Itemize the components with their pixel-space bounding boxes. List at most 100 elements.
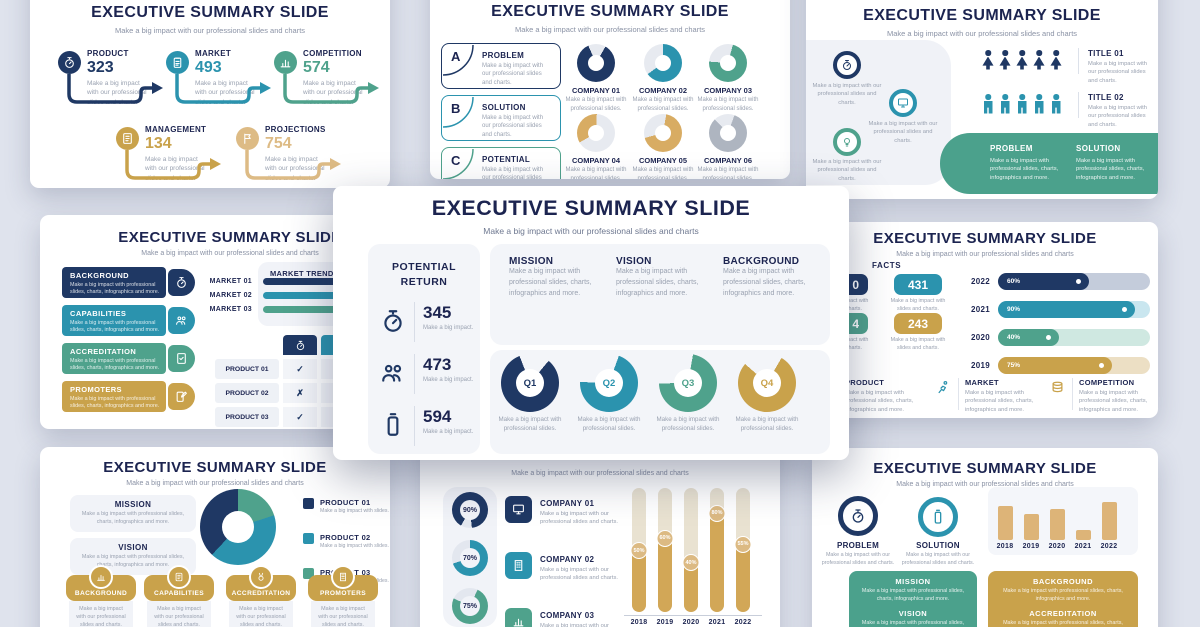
q2-donut: Q2 <box>580 354 638 412</box>
progress-bar: 40% <box>998 329 1150 346</box>
slide-subtitle: Make a big impact with our professional … <box>514 25 706 34</box>
legend-body: Make a big impact with slides. <box>320 543 389 549</box>
box-title: BACKGROUND <box>70 271 129 280</box>
divider <box>958 378 959 410</box>
panel-section-title: MISSION <box>895 577 931 586</box>
axis-year: 2018 <box>996 543 1014 550</box>
box-capabilities: CAPABILITIES Make a big impact with profe… <box>62 305 166 336</box>
company-01-donut <box>577 44 615 82</box>
tab-promoters: PROMOTERS Make a big impact with our pro… <box>308 565 378 627</box>
company-03-donut <box>709 44 747 82</box>
box-promoters: PROMOTERS Make a big impact with professi… <box>62 381 166 412</box>
company-body: Make a big impact with professional slid… <box>697 97 759 112</box>
person-icon <box>982 94 994 114</box>
products-donut-chart <box>200 489 276 565</box>
q4-donut: Q4 <box>738 354 796 412</box>
company-body: Make a big impact with our professional … <box>540 567 618 582</box>
axis-year: 2019 <box>1022 543 1040 550</box>
stopwatch-icon <box>58 51 81 74</box>
company-body: Make a big impact with professional slid… <box>565 97 627 112</box>
check-mark: ✓ <box>283 407 317 427</box>
arrow-connector <box>175 74 271 104</box>
slide-subtitle: Make a big impact with our professional … <box>511 470 689 477</box>
column-vision: VISION Make a big impact with profession… <box>616 256 706 300</box>
corner-arc <box>442 44 474 76</box>
stopwatch-icon <box>380 308 406 334</box>
step-letter: C <box>451 153 461 168</box>
panel-section-body: Make a big impact with professional slid… <box>1003 620 1123 627</box>
company-label: COMPANY 02 <box>638 86 688 95</box>
bar-value-label: 40% <box>682 554 700 572</box>
tab-accreditation: ACCREDITATION Make a big impact with our… <box>226 565 296 627</box>
slide-subtitle: Make a big impact with our professional … <box>126 480 304 487</box>
people-icon <box>380 360 406 386</box>
company-label: COMPANY 01 <box>571 86 621 95</box>
step-title: PROBLEM <box>482 51 525 60</box>
progress-label: 60% <box>998 273 1090 290</box>
section-title: MARKET <box>965 378 999 387</box>
tab-body: Make a big impact with our professional … <box>311 601 375 627</box>
box-title: ACCREDITATION <box>70 347 137 356</box>
group-title: TITLE 01 <box>1088 49 1124 58</box>
item-value: 493 <box>195 59 222 76</box>
bar-2022: 55% <box>734 488 752 612</box>
summary-item-competition: COMPETITION 574 Make a big impact with o… <box>274 47 390 119</box>
mission-box: MISSION Make a big impact with profession… <box>70 495 196 532</box>
progress-label: 90% <box>998 301 1135 318</box>
stopwatch-icon <box>283 335 317 355</box>
feature-body: Make a big impact with our professional … <box>812 83 882 106</box>
quarter-body: Make a big impact with professional slid… <box>656 416 720 432</box>
legend-swatch <box>303 498 314 509</box>
divider <box>414 406 415 446</box>
arrow-connector <box>245 150 341 180</box>
corner-arc <box>442 96 474 128</box>
arrow-connector <box>125 150 221 180</box>
divider <box>1078 48 1079 74</box>
quarter-body: Make a big impact with professional slid… <box>498 416 562 432</box>
summary-item-management: MANAGEMENT 134 Make a big impact with ou… <box>116 123 234 188</box>
company-label: COMPANY 04 <box>571 156 621 165</box>
box-body: Make a big impact with professional slid… <box>70 319 160 333</box>
gauge-label: 90% <box>462 506 477 514</box>
stopwatch-icon <box>833 51 861 79</box>
slide-top-center: EXECUTIVE SUMMARY SLIDE Make a big impac… <box>430 0 790 179</box>
chart-icon <box>274 51 297 74</box>
section-body: Make a big impact with professional slid… <box>845 390 914 413</box>
slide-top-right: EXECUTIVE SUMMARY SLIDE Make a big impac… <box>806 0 1158 199</box>
potential-item: 345 Make a big impact. <box>380 300 480 344</box>
group-title: TITLE 02 <box>1088 93 1124 102</box>
document-icon <box>167 565 191 589</box>
gauge-70: 70% <box>452 540 488 576</box>
slide-subtitle: Make a big impact with our professional … <box>114 26 306 35</box>
step-body: Make a big impact with our professional … <box>482 167 544 179</box>
box-accreditation: ACCREDITATION Make a big impact with prof… <box>62 343 166 374</box>
document-icon <box>116 127 139 150</box>
axis-year: 2020 <box>1048 543 1066 550</box>
fact-value: 431 <box>907 277 929 292</box>
tab-background: BACKGROUND Make a big impact with our pr… <box>66 565 136 627</box>
people-icon <box>168 307 195 334</box>
step-body: Make a big impact with our professional … <box>482 115 544 138</box>
step-body: Make a big impact with our professional … <box>482 63 544 86</box>
battery-icon <box>918 497 958 537</box>
q3-donut: Q3 <box>659 354 717 412</box>
bar-year: 2019 <box>971 361 990 370</box>
step-letter: A <box>451 49 461 64</box>
company-body: Make a big impact with professional slid… <box>565 167 627 179</box>
pictogram-row-female <box>982 50 1067 75</box>
quarter-label: Q4 <box>760 377 774 389</box>
panel-section-title: ACCREDITATION <box>1029 609 1097 619</box>
item-value: 134 <box>145 135 172 152</box>
section-title: COMPETITION <box>1079 378 1135 387</box>
step-title: POTENTIAL <box>482 155 531 164</box>
tab-capabilities: CAPABILITIES Make a big impact with our … <box>144 565 214 627</box>
slide-bottom-left: EXECUTIVE SUMMARY SLIDE Make a big impac… <box>40 447 390 627</box>
legend-body: Make a big impact with slides. <box>320 508 389 514</box>
slide-title: EXECUTIVE SUMMARY SLIDE <box>873 230 1097 247</box>
panel-section-body: Make a big impact with professional slid… <box>861 588 965 602</box>
slide-title: EXECUTIVE SUMMARY SLIDE <box>103 459 327 476</box>
company-title: COMPANY 02 <box>540 555 595 564</box>
fact-body: Make a big impact with slides and charts… <box>890 298 946 312</box>
cross-mark: ✗ <box>283 383 317 403</box>
person-icon <box>1050 94 1062 114</box>
